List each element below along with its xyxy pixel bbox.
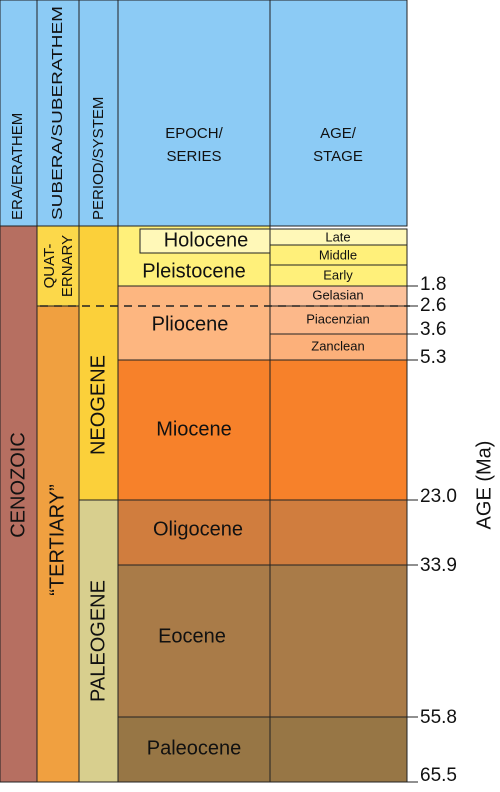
- stage-cell: [269, 305, 408, 335]
- stage-label: Late: [325, 229, 350, 244]
- header-era: ERA/ERATHEM: [9, 113, 26, 220]
- subera-label: “TERTIARY”: [46, 484, 68, 596]
- age-tick: 1.8: [420, 274, 446, 295]
- axis-label: AGE (Ma): [473, 441, 495, 530]
- epoch-label: Pliocene: [152, 313, 229, 335]
- era-cell: [0, 225, 38, 783]
- epoch-cell: [117, 564, 408, 718]
- epoch-cell: [117, 716, 408, 783]
- header-age: AGE/: [320, 125, 357, 142]
- age-tick: 2.6: [420, 295, 446, 316]
- period-cell: [78, 499, 119, 783]
- stage-label: Middle: [319, 247, 357, 262]
- age-tick: 33.9: [420, 555, 457, 576]
- epoch-label: Miocene: [156, 418, 232, 440]
- stage-label: Gelasian: [312, 287, 363, 302]
- era-label: CENOZOIC: [7, 432, 29, 538]
- epoch-label: Oligocene: [153, 518, 243, 540]
- subera-label: QUAT-: [41, 244, 58, 289]
- age-tick: 3.6: [420, 319, 446, 340]
- header-bg: [0, 0, 408, 227]
- subera-cell: [36, 305, 80, 783]
- age-tick: 23.0: [420, 486, 457, 507]
- epoch-label: Eocene: [158, 625, 226, 647]
- age-tick: 5.3: [420, 347, 446, 368]
- header-subera: SUBERA/SUBERATHEM: [49, 6, 66, 220]
- header-age: STAGE: [313, 148, 363, 165]
- header-epoch: EPOCH/: [165, 125, 223, 142]
- stage-cell: [269, 333, 408, 361]
- stage-label: Early: [323, 267, 353, 282]
- header-epoch: SERIES: [166, 148, 221, 165]
- epoch-cell: [139, 228, 271, 254]
- subera-cell: [36, 225, 80, 307]
- stage-label: Zanclean: [311, 338, 364, 353]
- age-tick: 65.5: [420, 765, 457, 786]
- period-label: PALEOGENE: [87, 580, 109, 702]
- tick-marks: [407, 285, 418, 783]
- epoch-cell: [117, 359, 408, 501]
- epoch-label: Holocene: [164, 229, 249, 251]
- epoch-cell: [117, 285, 271, 361]
- period-label: NEOGENE: [87, 355, 109, 455]
- subera-label: ERNARY: [59, 235, 76, 297]
- epoch-label: Pleistocene: [142, 260, 245, 282]
- age-tick: 55.8: [420, 707, 457, 728]
- stage-label: Piacenzian: [306, 311, 370, 326]
- epoch-label: Paleocene: [147, 737, 242, 759]
- header-period: PERIOD/SYSTEM: [90, 97, 107, 220]
